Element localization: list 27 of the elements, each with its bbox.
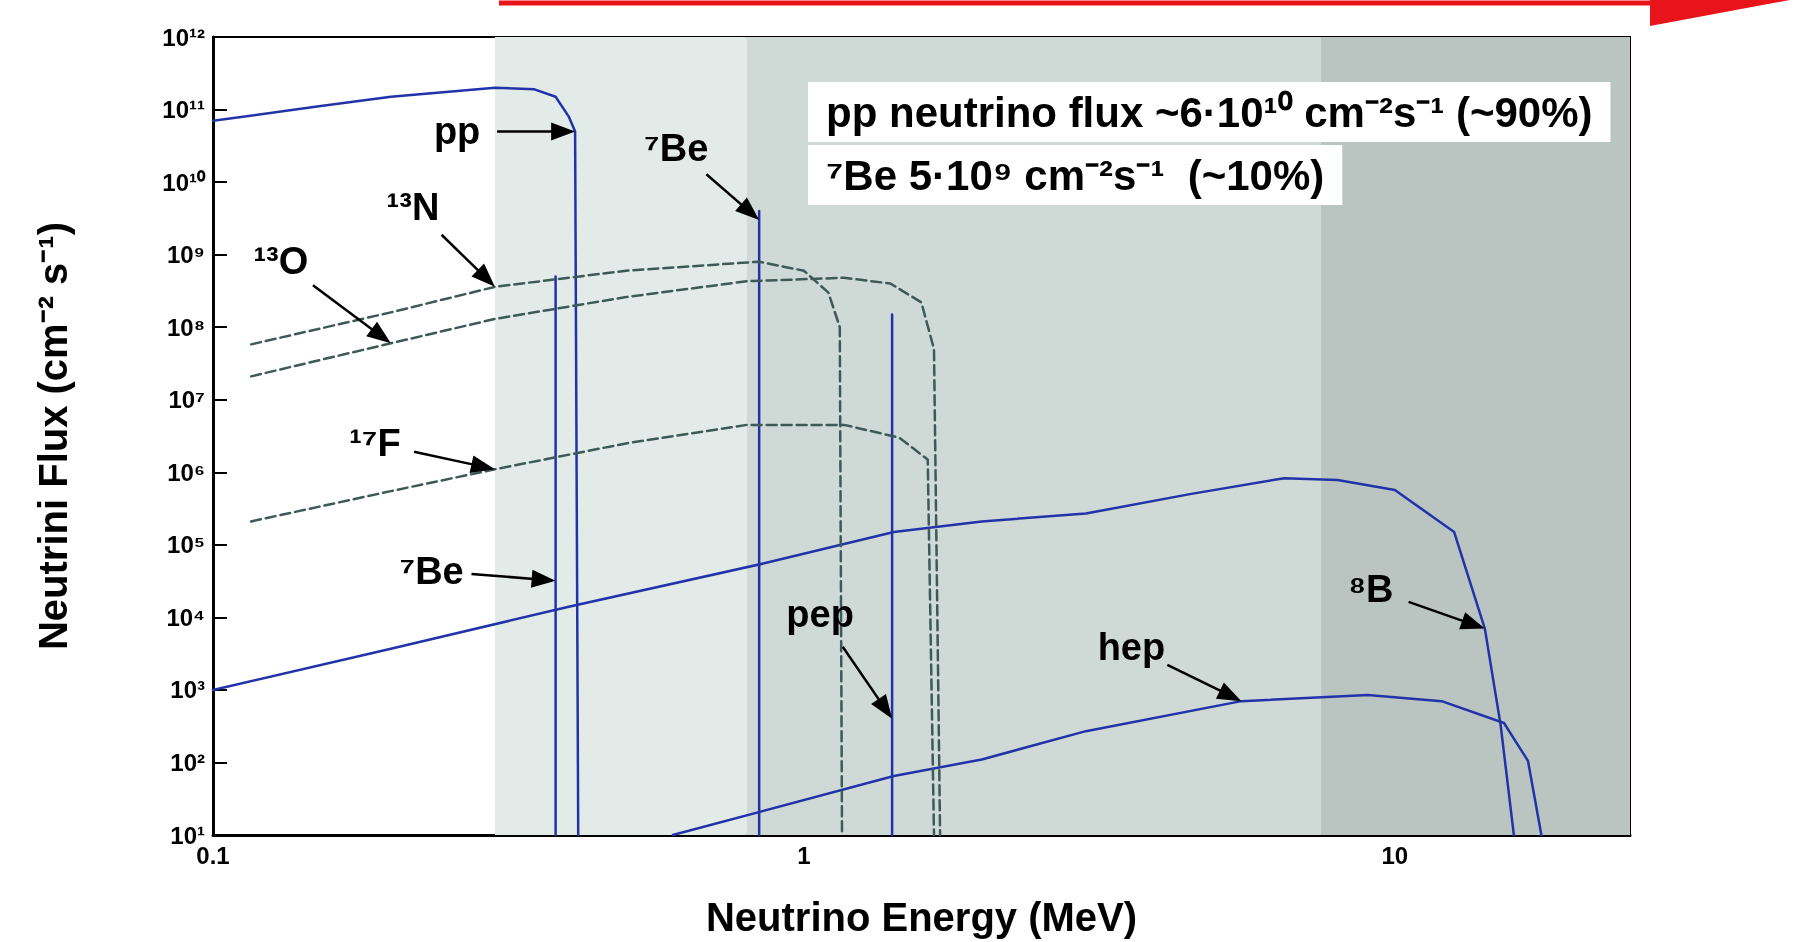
annotation: ⁷Be 5·10⁹ cm⁻²s⁻¹ (~10%) — [826, 151, 1325, 199]
y-tick-label: 10⁶ — [167, 458, 205, 486]
x-axis-title: Neutrino Energy (MeV) — [705, 895, 1138, 939]
annotation: ⁷Be — [399, 549, 464, 592]
y-tick-label: 10³ — [170, 676, 206, 704]
x-tick-label: 1 — [797, 841, 811, 869]
y-tick-label: 10⁵ — [167, 531, 205, 559]
annotation: ¹³N — [386, 185, 440, 228]
y-tick-label: 10⁹ — [166, 241, 205, 269]
y-tick-label: 10¹² — [162, 23, 205, 51]
y-tick-label: 10⁷ — [168, 386, 205, 414]
annotation: ¹⁷F — [349, 422, 401, 465]
annotation: pp neutrino flux ~6·10¹⁰ cm⁻²s⁻¹ (~90%) — [826, 88, 1593, 136]
x-tick-label: 10 — [1381, 841, 1409, 869]
y-tick-label: 10⁴ — [166, 603, 205, 631]
annotation: ⁸B — [1348, 567, 1394, 610]
x-tick-label: 0.1 — [196, 841, 230, 869]
annotation: pp — [433, 110, 481, 153]
y-tick-label: 10² — [170, 748, 206, 776]
annotation: ¹³O — [253, 240, 309, 283]
annotation: pep — [786, 592, 854, 635]
y-axis-title: Neutrini Flux (cm⁻² s⁻¹) — [31, 221, 75, 651]
y-tick-label: 10⁸ — [166, 313, 205, 341]
y-tick-label: 10¹¹ — [162, 96, 205, 124]
y-tick-label: 10¹⁰ — [162, 168, 206, 196]
annotation: hep — [1097, 626, 1166, 669]
annotation: ⁷Be — [644, 127, 709, 170]
